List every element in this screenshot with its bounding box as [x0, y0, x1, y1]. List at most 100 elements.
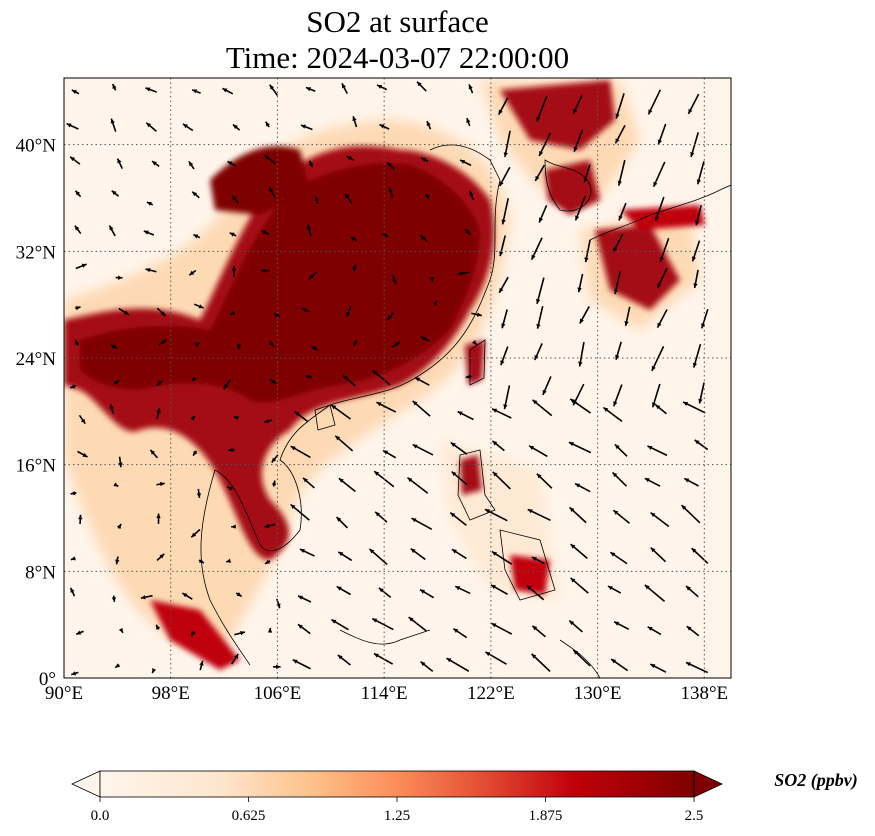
wind-vector-arrow [498, 166, 511, 187]
wind-vector-arrow [273, 312, 281, 318]
wind-vector-arrow [231, 194, 239, 204]
wind-vector-arrow [624, 306, 631, 327]
wind-vector-arrow [613, 271, 621, 295]
latitude-tick-label: 0° [39, 669, 56, 690]
taiwan-coastline [469, 339, 486, 386]
wind-vector-arrow [198, 558, 205, 564]
wind-vector-arrow [612, 384, 623, 407]
wind-vector-arrow [231, 653, 239, 665]
wind-vector-arrow [341, 83, 349, 95]
wind-vector-arrow [71, 89, 80, 95]
wind-vector-arrow [615, 93, 625, 119]
colorbar-tick-label: 2.5 [685, 808, 704, 824]
wind-vector-arrow [335, 516, 348, 529]
wind-vector-arrow [617, 159, 626, 186]
wind-vector-arrow [305, 374, 312, 379]
wind-vector-arrow [297, 623, 311, 635]
wind-vector-arrow [188, 161, 195, 170]
wind-vector-arrow [78, 414, 86, 425]
wind-vector-arrow [74, 225, 82, 235]
wind-vector-arrow [412, 443, 434, 456]
wind-vector-arrow [583, 164, 591, 183]
wind-vector-arrow [116, 158, 123, 169]
wind-vector-arrow [145, 267, 157, 273]
wind-vector-arrow [391, 274, 397, 285]
wind-vector-arrow [468, 84, 474, 94]
wind-vector-arrow [376, 84, 388, 91]
wind-vector-arrow [111, 595, 117, 602]
wind-vector-arrow [451, 548, 467, 560]
wind-vector-arrow [602, 406, 623, 423]
wind-vector-arrow [113, 379, 120, 385]
wind-vector-field [66, 81, 709, 676]
longitude-tick-label: 122°E [467, 683, 515, 704]
wind-vector-arrow [391, 341, 401, 349]
wind-vector-arrow [74, 190, 82, 198]
china-core-plume [80, 163, 480, 403]
wind-vector-arrow [190, 631, 196, 637]
latitude-tick-label: 16°N [16, 456, 57, 477]
wind-vector-arrow [466, 117, 471, 127]
wind-vector-arrow [471, 339, 478, 346]
mindanao-plume [510, 555, 550, 595]
wind-vector-arrow [457, 271, 470, 276]
wind-vector-arrow [353, 339, 358, 347]
wind-vector-arrow [464, 228, 471, 236]
wind-vector-arrow [75, 263, 87, 270]
wind-vector-arrow [568, 441, 592, 454]
wind-vector-arrow [536, 95, 548, 122]
wind-vector-arrow [66, 122, 79, 130]
wind-vector-arrow [267, 627, 273, 633]
wind-vector-arrow [484, 508, 508, 522]
wind-vector-arrow [578, 341, 585, 367]
wind-vector-arrow [191, 191, 200, 199]
wind-vector-arrow [236, 343, 242, 350]
wind-vector-arrow [696, 161, 705, 185]
wind-vector-arrow [78, 514, 83, 525]
wind-vector-arrow [118, 307, 130, 316]
wind-vector-arrow [151, 160, 160, 168]
wind-vector-arrow [386, 161, 395, 171]
wind-vector-arrow [498, 276, 509, 294]
wind-vector-arrow [419, 588, 435, 599]
wind-vector-arrow [687, 93, 700, 115]
wind-vector-arrow [149, 449, 159, 459]
colorbar: 0.0 0.625 1.25 1.875 2.5 SO2 (ppbv) [71, 770, 858, 824]
latitude-axis: 0° 8°N 16°N 24°N 32°N 40°N [16, 136, 57, 690]
wind-vector-arrow [115, 556, 120, 565]
wind-vector-arrow [659, 237, 670, 263]
wind-vector-arrow [232, 123, 241, 131]
wind-vector-arrow [188, 269, 197, 276]
wind-vector-arrow [419, 234, 428, 243]
wind-vector-arrow [342, 374, 356, 387]
wind-vector-arrow [307, 224, 312, 237]
wind-vector-arrow [337, 551, 353, 562]
colorbar-tick-label: 1.875 [529, 808, 563, 824]
wind-vector-arrow [686, 625, 700, 637]
wind-vector-arrow [374, 511, 388, 523]
wind-vector-arrow [449, 512, 467, 527]
wind-vector-arrow [528, 445, 548, 458]
wind-vector-arrow [503, 385, 511, 410]
wind-vector-arrow [651, 346, 665, 372]
wind-vector-arrow [694, 439, 709, 451]
wind-vector-arrow [680, 504, 701, 524]
wind-vector-arrow [225, 558, 232, 563]
latitude-tick-label: 40°N [16, 136, 57, 157]
wind-vector-arrow [531, 625, 547, 638]
wind-vector-arrow [337, 654, 351, 666]
wind-vector-arrow [368, 548, 388, 566]
wind-vector-arrow [499, 235, 507, 257]
wind-vector-arrow [181, 592, 193, 600]
wind-vector-arrow [70, 556, 76, 561]
wind-vector-arrow [649, 663, 667, 673]
wind-vector-arrow [330, 618, 349, 631]
wind-vector-arrow [379, 123, 390, 130]
wind-vector-arrow [143, 230, 155, 236]
wind-vector-arrow [233, 416, 239, 421]
wind-vector-arrow [110, 118, 117, 132]
wind-vector-arrow [532, 399, 553, 417]
wind-vector-arrow [151, 668, 157, 674]
wind-vector-arrow [372, 369, 391, 386]
wind-vector-arrow [450, 441, 468, 455]
